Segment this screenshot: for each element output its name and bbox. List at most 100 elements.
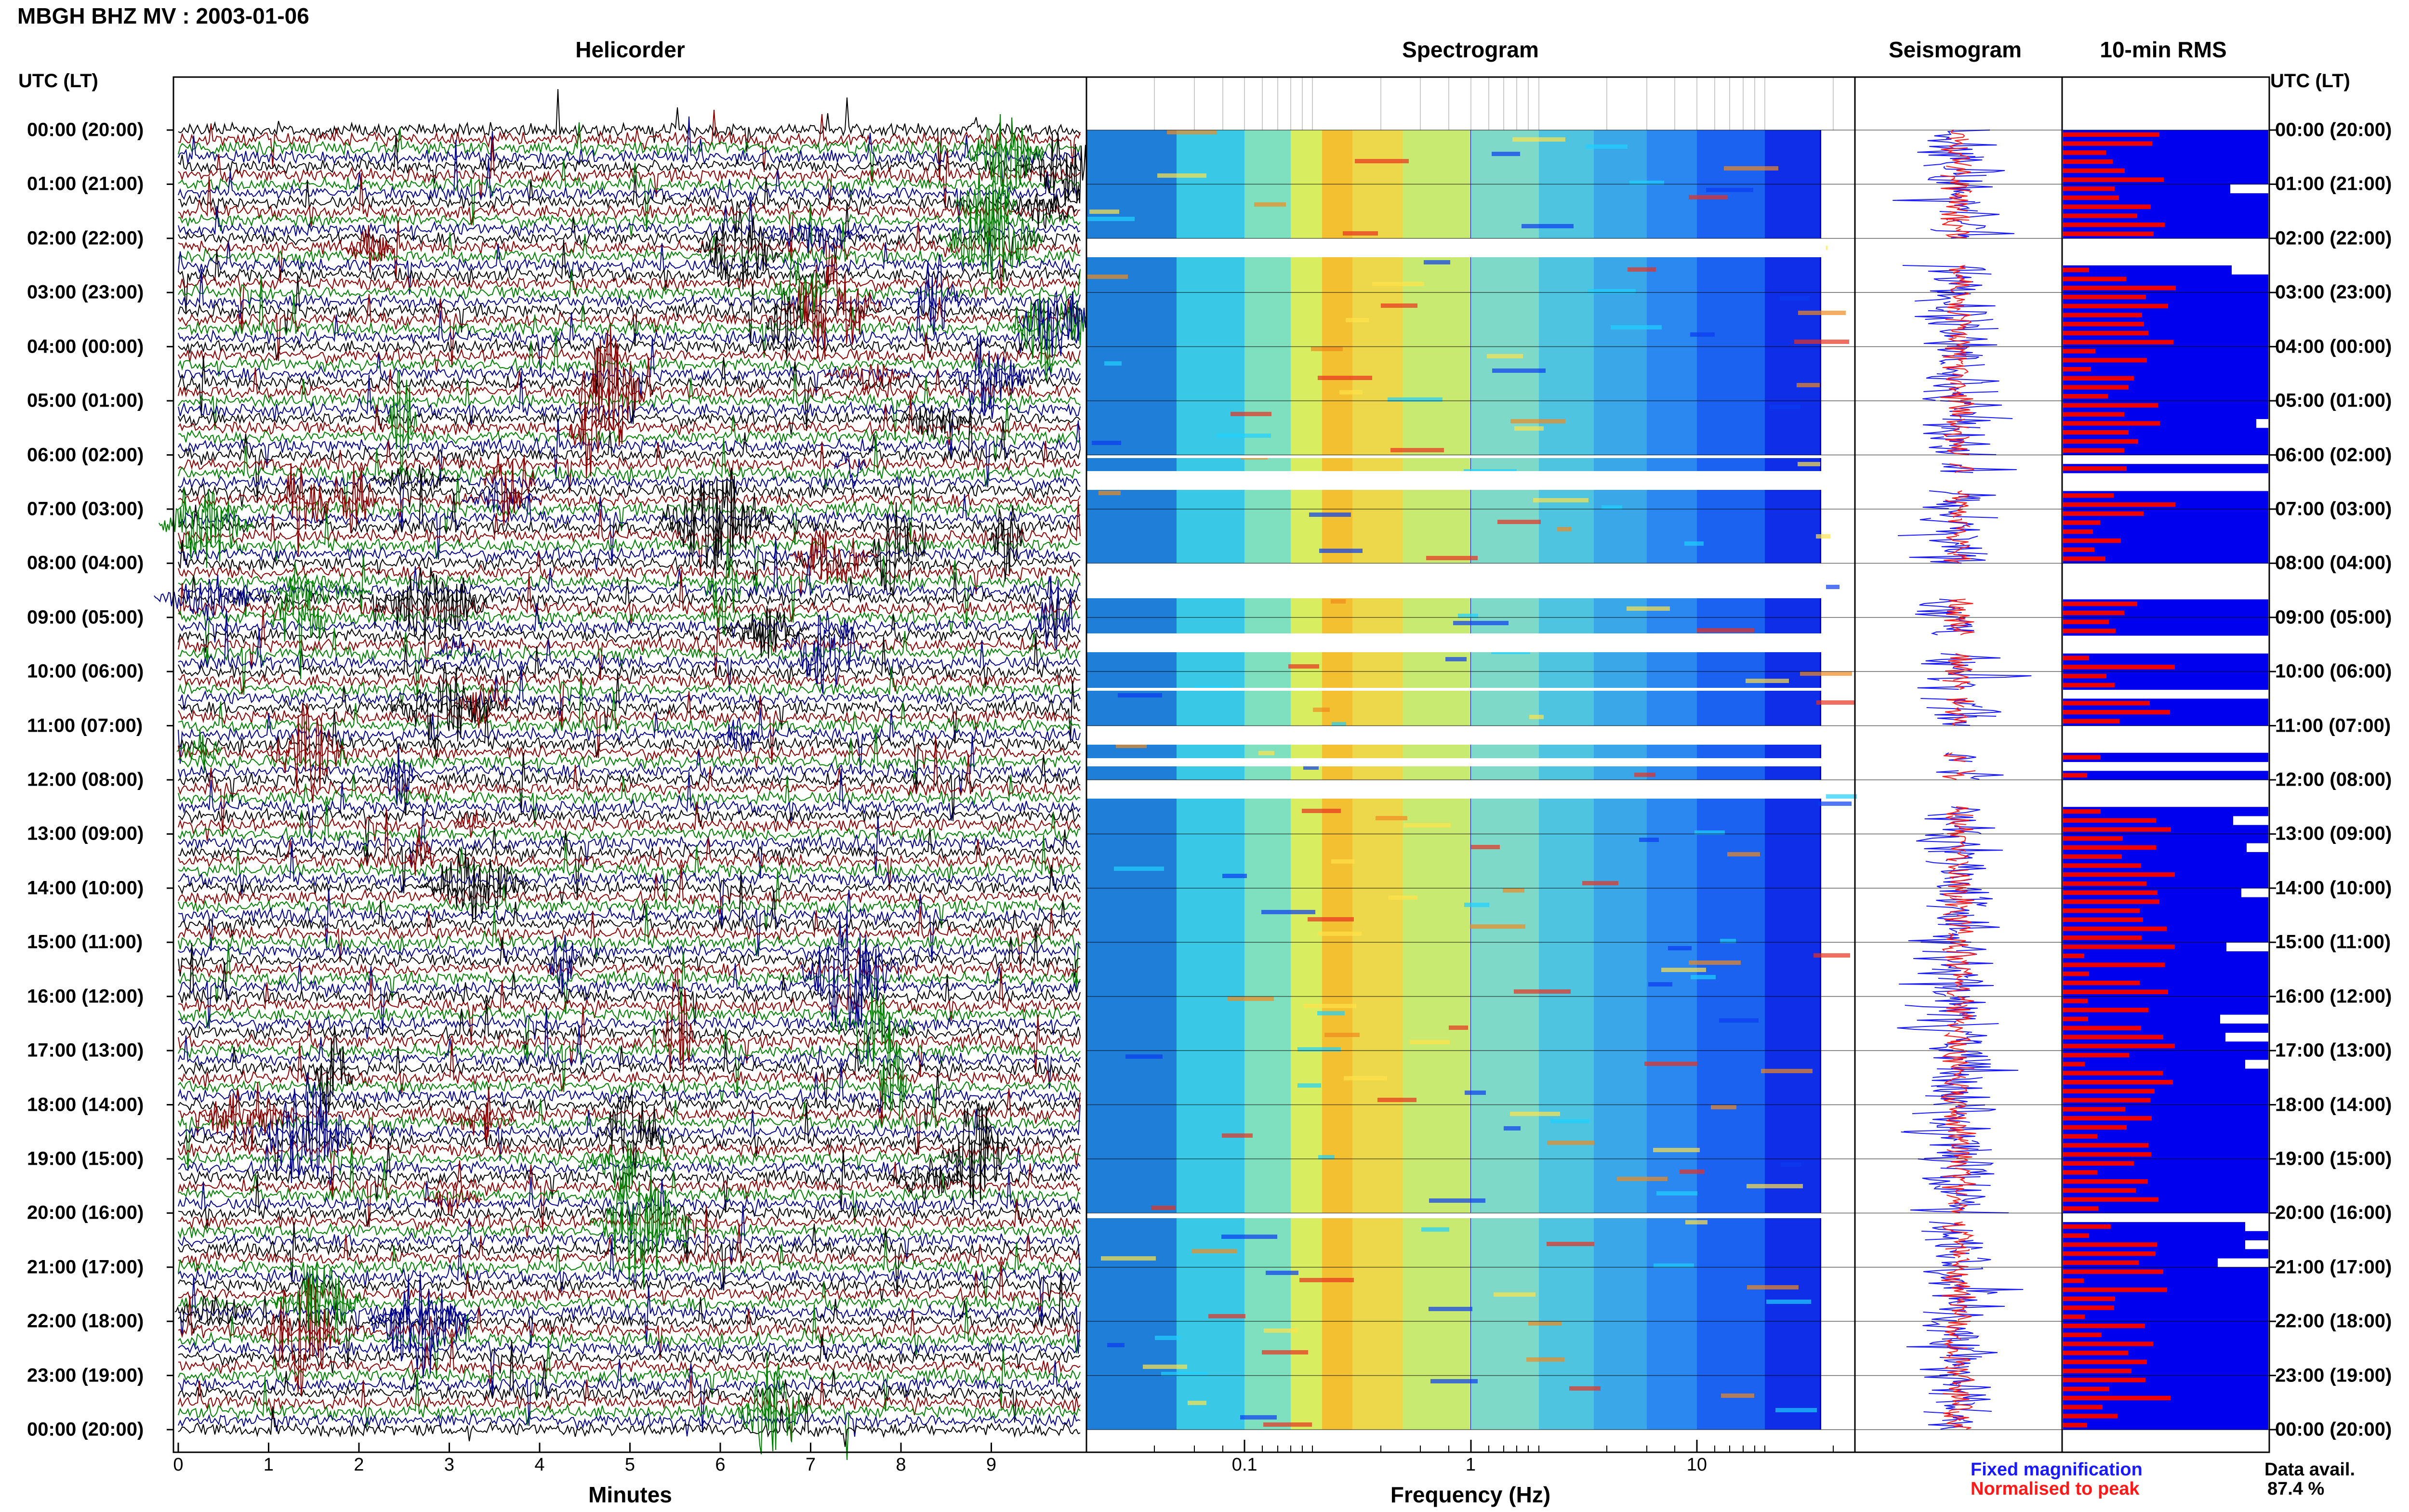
rms-bar-normalised [2063, 340, 2173, 344]
time-label-left: 22:00 (18:00) [27, 1310, 144, 1332]
seismogram-fixed [1925, 861, 1986, 870]
spectrogram-speckle [1522, 224, 1574, 228]
spectrogram-speckle [1089, 210, 1119, 214]
rms-bar-normalised [2063, 818, 2156, 823]
spectrogram-speckle [1550, 1119, 1589, 1123]
helicorder-trace [178, 1169, 1081, 1243]
helicorder-tick-label: 3 [444, 1455, 455, 1475]
seismogram-fixed [1919, 1366, 1970, 1376]
time-label-left: 12:00 (08:00) [27, 769, 144, 790]
seismogram-fixed [1940, 463, 2017, 473]
helicorder-trace [178, 211, 1081, 237]
seismogram-normalised [1942, 1050, 1967, 1060]
helicorder-trace [178, 269, 1081, 309]
rms-bar-normalised [2063, 177, 2164, 182]
seismogram-normalised [1952, 1258, 1970, 1267]
spectrogram-speckle [1689, 960, 1741, 965]
seismogram-fixed [1915, 292, 1971, 302]
rms-bar-fixed [2063, 671, 2268, 681]
spectrogram-speckle [1299, 1278, 1354, 1282]
helicorder-burst [370, 464, 459, 490]
seismogram-normalised [1952, 292, 1969, 302]
seismogram-normalised [1946, 852, 1970, 861]
seismogram-normalised [1948, 599, 1973, 608]
seismogram-normalised [1950, 626, 1975, 635]
seismogram-normalised [1945, 1240, 1967, 1249]
helicorder-tick-label: 4 [534, 1455, 545, 1475]
helicorder-trace [178, 355, 1081, 431]
helicorder-trace [178, 220, 1081, 296]
time-label-left: 00:00 (20:00) [27, 1419, 144, 1440]
helicorder-trace [178, 774, 1081, 827]
seismogram-fixed [1922, 1176, 1991, 1186]
spectrogram-speckle [1104, 361, 1122, 366]
helicorder-trace [178, 395, 1081, 446]
rms-bar-fixed [2063, 1384, 2268, 1394]
spectrogram-speckle [1372, 282, 1424, 286]
seismogram-normalised [1944, 915, 1971, 924]
helicorder-trace [178, 1301, 1081, 1378]
spectrogram-speckle [1453, 621, 1509, 625]
time-label-right: 05:00 (01:00) [2275, 390, 2392, 411]
helicorder-trace [178, 671, 1081, 744]
spectrogram-speckle [1588, 289, 1636, 293]
helicorder-trace [178, 609, 1081, 692]
spectrogram-speckle [1770, 405, 1800, 409]
spectrogram-speckle [1331, 859, 1354, 864]
time-label-left: 00:00 (20:00) [27, 119, 144, 141]
helicorder-trace [178, 332, 1081, 372]
rms-bar-normalised [2063, 1305, 2114, 1310]
seismogram-normalised [1945, 319, 1972, 329]
spectrogram-speckle [1099, 491, 1121, 495]
rms-bar-normalised [2063, 1260, 2139, 1265]
helicorder-burst [781, 254, 882, 360]
time-label-right: 14:00 (10:00) [2275, 877, 2392, 899]
spectrogram-speckle [1654, 1263, 1694, 1268]
helicorder-trace [178, 236, 1081, 313]
rms-bar-normalised [2063, 1341, 2153, 1346]
spectrogram-speckle [1685, 1220, 1707, 1224]
seismogram-fixed [1909, 554, 1986, 564]
helicorder-trace [178, 203, 1081, 271]
rms-bar-normalised [2063, 403, 2158, 408]
seismogram-normalised [1946, 960, 1970, 970]
rms-bar-normalised [2063, 1287, 2167, 1292]
seismogram-normalised [1955, 978, 1963, 987]
helicorder-trace [178, 1025, 1081, 1099]
helicorder-traces [154, 89, 1119, 1460]
helicorder-trace [178, 735, 1081, 837]
helicorder-burst [272, 463, 331, 557]
helicorder-tick-label: 9 [986, 1455, 997, 1475]
seismogram-normalised [1946, 1267, 1968, 1276]
spectrogram-speckle [1617, 1177, 1668, 1181]
seismogram-normalised [1953, 996, 1974, 1006]
seismogram-fixed [1893, 193, 1975, 202]
seismogram-fixed [1935, 1240, 1984, 1249]
helicorder-burst [159, 489, 255, 568]
seismogram-fixed [1932, 1068, 2018, 1078]
spectrogram-heatmap [1086, 77, 1857, 1430]
rms-bar-fixed [2063, 554, 2268, 564]
rms-bar-normalised [2063, 917, 2143, 922]
seismogram-fixed [1927, 139, 1997, 148]
rms-bar-normalised [2063, 1414, 2118, 1419]
helicorder-burst [834, 450, 867, 489]
helicorder-burst [174, 1295, 252, 1327]
spectrogram-speckle [1449, 1026, 1468, 1030]
spectrogram-speckle [1689, 195, 1728, 199]
helicorder-burst [965, 114, 1044, 199]
rms-bar-normalised [2063, 809, 2101, 814]
rms-bar-normalised [2063, 204, 2151, 209]
seismogram-normalised [1945, 229, 1970, 238]
time-label-right: 16:00 (12:00) [2275, 986, 2392, 1007]
rms-bar-normalised [2063, 610, 2124, 616]
seismogram-normalised [1943, 906, 1968, 915]
spectrogram-speckle [1586, 145, 1628, 149]
spectrogram-speckle [1818, 802, 1852, 806]
seismogram-traces [1893, 130, 2032, 1430]
seismogram-fixed [1923, 382, 1983, 392]
legend-fixed: Fixed magnification [1971, 1459, 2143, 1480]
seismogram-normalised [1946, 1005, 1971, 1014]
seismogram-fixed [1905, 1005, 1978, 1014]
rms-bar-fixed [2063, 1303, 2268, 1313]
